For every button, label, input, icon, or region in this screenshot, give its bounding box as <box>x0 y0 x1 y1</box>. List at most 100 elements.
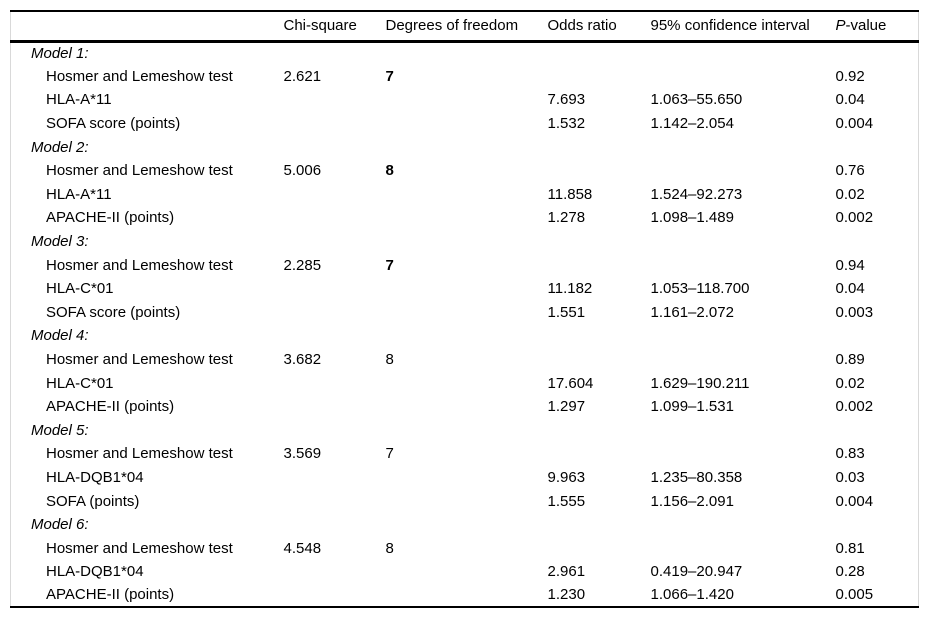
table-row: Hosmer and Lemeshow test 5.006 8 0.76 <box>11 159 919 183</box>
p-value-rest: -value <box>845 17 887 35</box>
row-label: SOFA score (points) <box>46 115 181 133</box>
odds-ratio-value: 1.278 <box>547 209 586 227</box>
odds-ratio-value: 1.555 <box>547 492 586 510</box>
ci-value: 1.099–1.531 <box>650 398 734 416</box>
row-label: HLA-C*01 <box>46 374 114 392</box>
p-value: 0.002 <box>835 209 874 227</box>
ci-value: 1.066–1.420 <box>650 586 734 604</box>
model-header-row: Model 3: <box>11 230 919 254</box>
table-row: APACHE-II (points) 1.297 1.099–1.531 0.002 <box>11 395 919 419</box>
table-row: HLA-C*01 11.182 1.053–118.700 0.04 <box>11 277 919 301</box>
statistics-table: Chi-square Degrees of freedom Odds ratio… <box>10 10 919 609</box>
ci-value: 1.098–1.489 <box>650 209 734 227</box>
model-header-row: Model 1: <box>11 41 919 65</box>
chi-square-value <box>284 489 386 513</box>
odds-ratio-value: 1.230 <box>547 586 586 604</box>
table-row: SOFA score (points) 1.551 1.161–2.072 0.003 <box>11 301 919 325</box>
p-value: 0.04 <box>835 91 865 109</box>
p-value: 0.89 <box>835 351 865 369</box>
p-value: 0.004 <box>835 492 874 510</box>
col-header-p-value: P-value <box>835 11 919 43</box>
p-value: 0.76 <box>835 162 865 180</box>
model-label: Model 4: <box>31 327 89 345</box>
chi-square-value <box>284 466 386 490</box>
chi-square-value <box>284 277 386 301</box>
chi-square-value: 2.621 <box>283 67 322 85</box>
odds-ratio-value: 1.297 <box>547 398 586 416</box>
col-header-odds-ratio: Odds ratio <box>547 11 651 43</box>
ci-value: 0.419–20.947 <box>650 563 743 581</box>
ci-value <box>651 536 836 560</box>
chi-square-value: 2.285 <box>283 256 322 274</box>
odds-ratio-value <box>548 65 651 89</box>
model-header-row: Model 4: <box>11 324 919 348</box>
ci-value: 1.063–55.650 <box>650 91 743 109</box>
odds-ratio-value: 1.551 <box>547 303 586 321</box>
table-row: Hosmer and Lemeshow test 2.621 7 0.92 <box>11 65 919 89</box>
df-value <box>386 301 548 325</box>
col-header-confidence-interval: 95% confidence interval <box>650 11 836 43</box>
row-label: Hosmer and Lemeshow test <box>46 67 233 85</box>
odds-ratio-value: 1.532 <box>547 115 586 133</box>
df-value: 7 <box>385 256 394 274</box>
row-label: Hosmer and Lemeshow test <box>46 351 233 369</box>
table-header: Chi-square Degrees of freedom Odds ratio… <box>10 11 919 43</box>
model-label: Model 6: <box>31 516 89 534</box>
ci-value <box>651 65 836 89</box>
table-row: APACHE-II (points) 1.230 1.066–1.420 0.005 <box>11 584 919 608</box>
odds-ratio-value <box>548 442 651 466</box>
df-value <box>386 206 548 230</box>
p-value: 0.003 <box>835 303 874 321</box>
p-value: 0.002 <box>835 398 874 416</box>
ci-value <box>651 348 836 372</box>
df-value: 8 <box>385 351 394 369</box>
df-value <box>386 88 548 112</box>
odds-ratio-value: 7.693 <box>547 91 586 109</box>
table-row: APACHE-II (points) 1.278 1.098–1.489 0.002 <box>11 206 919 230</box>
ci-value <box>651 159 836 183</box>
table-row: Hosmer and Lemeshow test 4.548 8 0.81 <box>11 536 919 560</box>
row-label: Hosmer and Lemeshow test <box>46 445 233 463</box>
model-header-row: Model 5: <box>11 419 919 443</box>
row-label: SOFA (points) <box>46 492 140 510</box>
ci-value: 1.524–92.273 <box>650 185 743 203</box>
model-header-row: Model 6: <box>11 513 919 537</box>
df-value <box>386 466 548 490</box>
table-row: Hosmer and Lemeshow test 2.285 7 0.94 <box>11 253 919 277</box>
p-value: 0.03 <box>835 468 865 486</box>
table-row: Hosmer and Lemeshow test 3.569 7 0.83 <box>11 442 919 466</box>
col-header-degrees-of-freedom: Degrees of freedom <box>385 11 548 43</box>
p-value-italic-p: P <box>835 17 846 35</box>
table-row: HLA-A*11 11.858 1.524–92.273 0.02 <box>11 183 919 207</box>
table-row: HLA-DQB1*04 2.961 0.419–20.947 0.28 <box>11 560 919 584</box>
row-label: Hosmer and Lemeshow test <box>46 162 233 180</box>
df-value <box>386 489 548 513</box>
row-label: HLA-A*11 <box>46 185 112 203</box>
model-label: Model 1: <box>31 45 89 63</box>
df-value: 7 <box>385 67 394 85</box>
model-label: Model 3: <box>31 233 89 251</box>
ci-value: 1.235–80.358 <box>650 468 743 486</box>
table-row: SOFA score (points) 1.532 1.142–2.054 0.004 <box>11 112 919 136</box>
table-row: HLA-DQB1*04 9.963 1.235–80.358 0.03 <box>11 466 919 490</box>
row-label: HLA-A*11 <box>46 91 112 109</box>
col-header-chi-square: Chi-square <box>283 11 386 43</box>
row-label: HLA-C*01 <box>46 280 114 298</box>
odds-ratio-value <box>548 253 651 277</box>
chi-square-value: 3.569 <box>283 445 322 463</box>
chi-square-value <box>284 371 386 395</box>
p-value: 0.02 <box>835 374 865 392</box>
p-value: 0.005 <box>835 586 874 604</box>
odds-ratio-value: 2.961 <box>547 563 586 581</box>
p-value: 0.81 <box>835 539 865 557</box>
odds-ratio-value <box>548 348 651 372</box>
odds-ratio-value: 11.858 <box>547 185 593 203</box>
odds-ratio-value: 11.182 <box>547 280 593 298</box>
p-value: 0.83 <box>835 445 865 463</box>
odds-ratio-value <box>548 536 651 560</box>
row-label: SOFA score (points) <box>46 303 181 321</box>
p-value: 0.02 <box>835 185 865 203</box>
odds-ratio-value: 17.604 <box>547 374 594 392</box>
chi-square-value <box>284 584 386 608</box>
chi-square-value: 5.006 <box>283 162 322 180</box>
